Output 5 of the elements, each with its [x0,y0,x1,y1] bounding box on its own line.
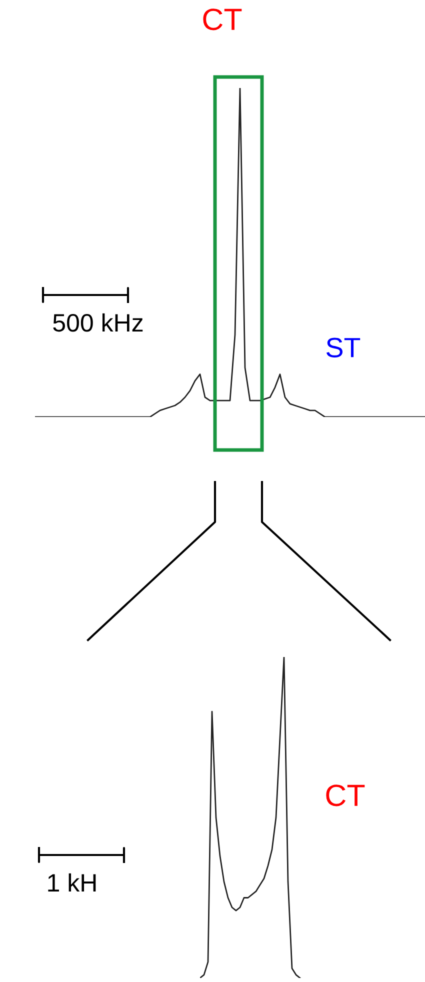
text: 1 kH [48,873,96,892]
annotation: 500 kHz [53,313,143,332]
text: CT [326,784,365,806]
annotation: ST [326,338,360,358]
chart-title: CT [203,8,242,30]
